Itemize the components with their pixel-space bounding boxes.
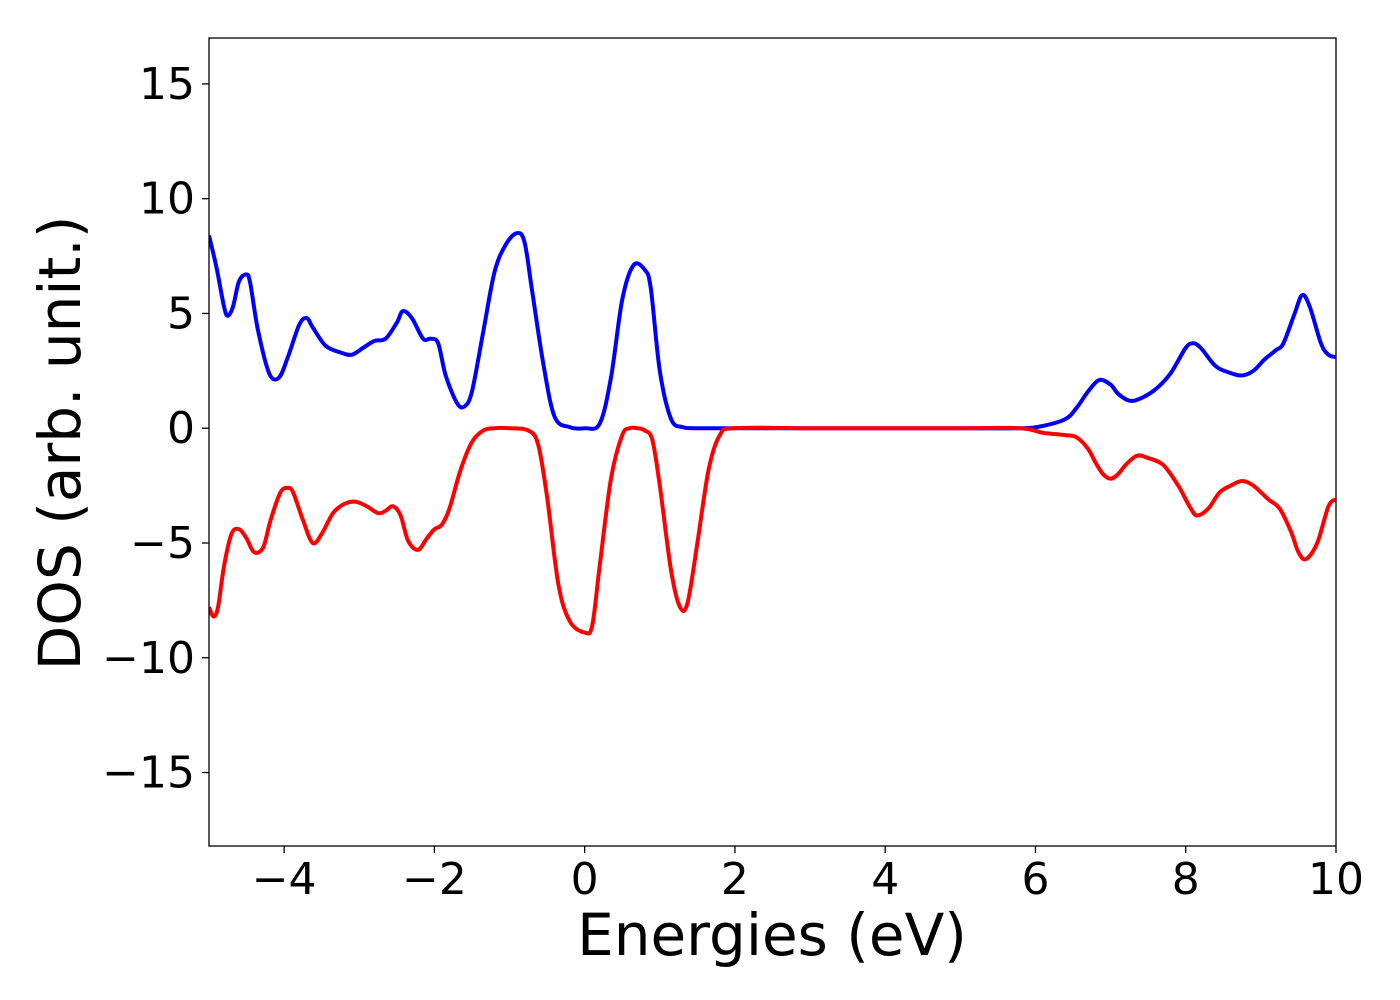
x-tick-label: 8 bbox=[1172, 854, 1200, 905]
spin-up-dos-line bbox=[209, 231, 1336, 431]
y-tick-label: −5 bbox=[130, 518, 195, 569]
x-tick-label: −2 bbox=[402, 854, 467, 905]
spin-down-dos-line bbox=[209, 425, 1336, 636]
tick-marks bbox=[202, 83, 1337, 853]
tick-labels: −4 −2 0 2 4 6 8 10 −15 −10 −5 0 5 10 15 bbox=[102, 59, 1364, 905]
x-axis-label: Energies (eV) bbox=[577, 901, 967, 969]
plot-frame bbox=[208, 37, 1337, 847]
x-tick-label: 6 bbox=[1021, 854, 1049, 905]
series-layer bbox=[209, 231, 1336, 636]
x-tick-label: −4 bbox=[252, 854, 317, 905]
y-tick-label: 0 bbox=[167, 403, 195, 454]
x-tick-label: 4 bbox=[871, 854, 899, 905]
y-tick-label: −15 bbox=[102, 748, 195, 799]
y-axis-label: DOS (arb. unit.) bbox=[26, 216, 94, 671]
x-tick-label: 2 bbox=[721, 854, 749, 905]
x-tick-label: 0 bbox=[571, 854, 599, 905]
y-tick-label: 15 bbox=[139, 59, 195, 110]
y-tick-label: 5 bbox=[167, 288, 195, 339]
y-tick-label: 10 bbox=[139, 174, 195, 225]
y-tick-label: −10 bbox=[102, 633, 195, 684]
x-tick-label: 10 bbox=[1308, 854, 1364, 905]
